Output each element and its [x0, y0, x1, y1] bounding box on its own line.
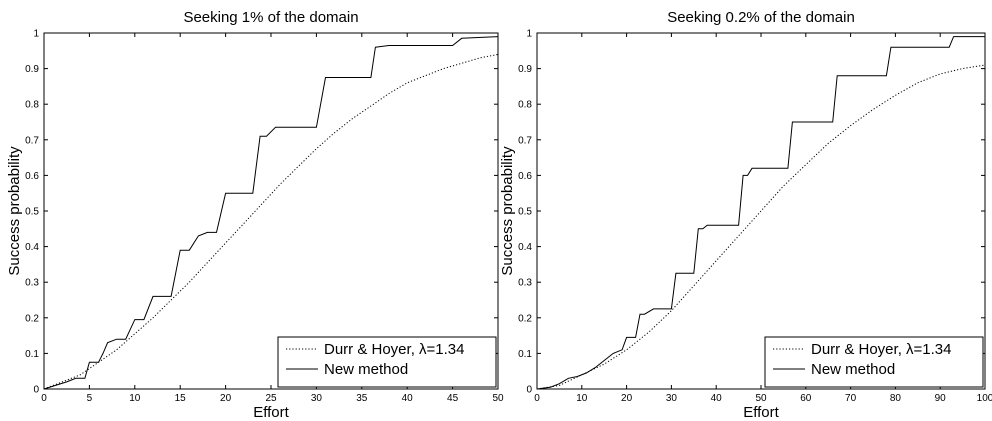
y-tick-label: 0.9 — [25, 64, 39, 75]
x-tick-label: 45 — [447, 393, 459, 404]
y-tick-label: 0 — [33, 385, 39, 396]
x-tick-label: 25 — [265, 393, 277, 404]
x-tick-label: 40 — [711, 393, 723, 404]
x-tick-label: 10 — [576, 393, 588, 404]
x-tick-label: 60 — [800, 393, 812, 404]
legend-label: New method — [811, 361, 895, 378]
y-tick-label: 0.5 — [25, 207, 39, 218]
y-tick-label: 0.8 — [25, 100, 39, 111]
y-tick-label: 0.4 — [518, 242, 532, 253]
x-tick-label: 0 — [41, 393, 47, 404]
y-tick-label: 0.1 — [25, 349, 39, 360]
y-tick-label: 0.7 — [25, 135, 39, 146]
y-tick-label: 1 — [526, 29, 532, 40]
y-axis-label: Success probability — [499, 146, 516, 276]
series-line-durr-hoyer — [536, 64, 986, 390]
y-tick-label: 0.1 — [518, 349, 532, 360]
x-axis-label: Effort — [743, 404, 779, 421]
x-tick-label: 10 — [129, 393, 141, 404]
y-tick-label: 1 — [33, 29, 39, 40]
chart-title: Seeking 0.2% of the domain — [667, 9, 855, 26]
plot-frame — [43, 32, 499, 390]
x-tick-label: 5 — [87, 393, 93, 404]
y-tick-label: 0.4 — [25, 242, 39, 253]
x-tick-label: 50 — [492, 393, 504, 404]
y-tick-label: 0.5 — [518, 207, 532, 218]
x-tick-label: 20 — [220, 393, 232, 404]
x-tick-label: 90 — [935, 393, 947, 404]
y-tick-label: 0.7 — [518, 135, 532, 146]
x-tick-label: 30 — [311, 393, 323, 404]
plot-frame — [536, 32, 986, 390]
x-tick-label: 40 — [402, 393, 414, 404]
series-line-new-method — [536, 36, 985, 390]
x-tick-label: 50 — [755, 393, 767, 404]
x-tick-label: 35 — [356, 393, 368, 404]
chart-title: Seeking 1% of the domain — [183, 9, 358, 26]
y-axis-label: Success probability — [6, 146, 23, 276]
x-tick-label: 0 — [534, 393, 540, 404]
legend: Durr & Hoyer, λ=1.34 New method — [277, 336, 497, 388]
y-tick-label: 0.6 — [25, 171, 39, 182]
series-line-new-method — [43, 36, 499, 390]
series-line-durr-hoyer — [43, 53, 499, 390]
x-tick-label: 100 — [977, 393, 992, 404]
y-tick-label: 0 — [526, 385, 532, 396]
y-tick-label: 0.3 — [25, 278, 39, 289]
legend-label: Durr & Hoyer, λ=1.34 — [324, 341, 464, 358]
legend: Durr & Hoyer, λ=1.34 New method — [764, 336, 984, 388]
legend-label: New method — [324, 361, 408, 378]
legend-box — [764, 336, 984, 388]
y-tick-label: 0.8 — [518, 100, 532, 111]
x-tick-label: 30 — [666, 393, 678, 404]
x-tick-label: 80 — [890, 393, 902, 404]
x-tick-label: 20 — [621, 393, 633, 404]
y-tick-label: 0.9 — [518, 64, 532, 75]
legend-label: Durr & Hoyer, λ=1.34 — [811, 341, 951, 358]
y-tick-label: 0.2 — [518, 313, 532, 324]
y-tick-label: 0.3 — [518, 278, 532, 289]
x-tick-label: 70 — [845, 393, 857, 404]
y-tick-label: 0.2 — [25, 313, 39, 324]
x-tick-label: 15 — [175, 393, 187, 404]
legend-box — [277, 336, 497, 388]
x-axis-label: Effort — [253, 404, 289, 421]
y-tick-label: 0.6 — [518, 171, 532, 182]
